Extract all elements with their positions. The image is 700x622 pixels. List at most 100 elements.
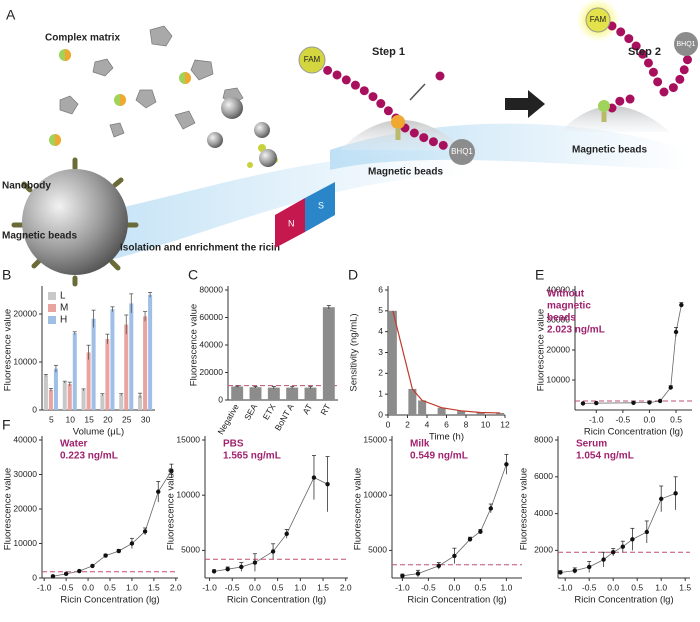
fit-curve [582, 304, 682, 404]
label: Isolation and enrichment the ricin [120, 243, 280, 254]
bar [476, 412, 485, 415]
arrow [409, 83, 426, 101]
legend-swatch [48, 292, 56, 300]
annotation: 0.223 ng/mL [60, 451, 118, 462]
x-axis-title: Ricin Concentration (lg) [574, 595, 673, 606]
x-tick-label: 1.0 [126, 582, 138, 592]
y-tick-label: 15000 [363, 434, 387, 444]
label: S [318, 200, 324, 210]
label: Step 1 [372, 46, 405, 58]
point [620, 544, 625, 549]
point [587, 564, 592, 570]
bead [254, 122, 270, 138]
point [580, 401, 586, 406]
panel-label: E [535, 267, 544, 283]
point [211, 569, 217, 574]
x-tick-label: -1.0 [37, 582, 52, 592]
x-tick-label: 1.5 [317, 582, 329, 592]
x-tick-label: AT [300, 402, 314, 416]
y-axis-title: Fluorescence value [3, 468, 14, 550]
y-axis-title: Fluorescence value [189, 304, 200, 386]
bar [86, 352, 91, 410]
x-axis-title: Ricin Concentration (lg) [60, 595, 159, 606]
fam [298, 46, 326, 74]
y-tick-label: 0 [378, 409, 383, 419]
y-tick-label: 40000 [13, 434, 37, 444]
point [90, 563, 95, 569]
y-tick-label: 3 [378, 347, 383, 357]
y-axis-title: Fluorescence value [536, 309, 547, 391]
x-axis-title: Volume (μL) [73, 427, 124, 438]
y-tick-label: 30000 [546, 314, 570, 324]
point [668, 385, 673, 390]
x-tick-label: 0.5 [104, 582, 116, 592]
label: Magnetic beads [572, 145, 647, 156]
y-tick-label: 80000 [199, 284, 223, 294]
bar [91, 318, 96, 410]
x-tick-label: 25 [122, 414, 132, 424]
fit-curve [560, 492, 676, 573]
bar [81, 389, 86, 410]
bar [231, 386, 244, 400]
y-tick-label: 4 [378, 326, 383, 336]
x-tick-label: 1.5 [148, 582, 160, 592]
bar [129, 303, 134, 410]
point [644, 529, 649, 535]
x-tick-label: 12 [500, 419, 510, 429]
bar [43, 375, 48, 410]
x-tick-label: 0 [386, 419, 391, 429]
legend-swatch [48, 304, 56, 312]
x-tick-label: SEA [242, 402, 259, 422]
x-tick-label: -0.5 [421, 582, 436, 592]
bead [207, 132, 223, 148]
bead [259, 149, 277, 167]
x-tick-label: 0.0 [249, 582, 261, 592]
x-tick-label: -1.0 [202, 582, 217, 592]
point [252, 560, 258, 565]
magnet-s [305, 182, 335, 232]
y-tick-label: 20000 [199, 367, 223, 377]
nanobodies [11, 157, 139, 287]
label: N [288, 218, 295, 228]
y-axis-title: Fluorescence value [519, 468, 530, 550]
bar [105, 338, 110, 410]
label: FAM [304, 55, 321, 64]
y-tick-label: 60000 [199, 312, 223, 322]
probe-chain [607, 21, 693, 113]
y-tick-label: 5000 [368, 545, 387, 555]
x-tick-label: 15 [84, 414, 94, 424]
y-tick-label: 20000 [546, 344, 570, 354]
x-tick-label: 30 [141, 414, 151, 424]
point [659, 496, 664, 502]
point [239, 564, 244, 570]
point [630, 537, 635, 542]
panel-label: D [348, 267, 358, 283]
y-tick-label: 10000 [176, 489, 200, 499]
x-tick-label: 6 [444, 419, 449, 429]
y-tick-label: 6000 [534, 471, 553, 481]
x-tick-label: 1.0 [500, 582, 512, 592]
point [50, 574, 56, 579]
bhq1 [449, 139, 475, 165]
point [270, 549, 276, 554]
bar [286, 387, 299, 400]
beam [60, 150, 470, 265]
annotation: 0.549 ng/mL [410, 451, 468, 462]
x-axis-title: Ricin Concentration (lg) [407, 595, 506, 606]
y-tick-label: 20000 [13, 503, 37, 513]
bar [304, 387, 317, 400]
matrix-blobs [59, 25, 244, 138]
bar [62, 382, 67, 410]
bar [110, 309, 115, 410]
x-axis-title: Ricin Concentration (lg) [227, 595, 326, 606]
x-tick-label: 0.0 [607, 582, 619, 592]
point [142, 529, 148, 534]
y-tick-label: 4000 [534, 508, 553, 518]
annotation: 2.023 ng/mL [547, 325, 605, 336]
annotation: Water [60, 439, 88, 450]
x-axis-title: Ricin Concentration (lg) [584, 427, 683, 438]
annotation: Serum [576, 439, 607, 450]
x-tick-label: 0.0 [82, 582, 94, 592]
y-tick-label: 5000 [181, 545, 200, 555]
